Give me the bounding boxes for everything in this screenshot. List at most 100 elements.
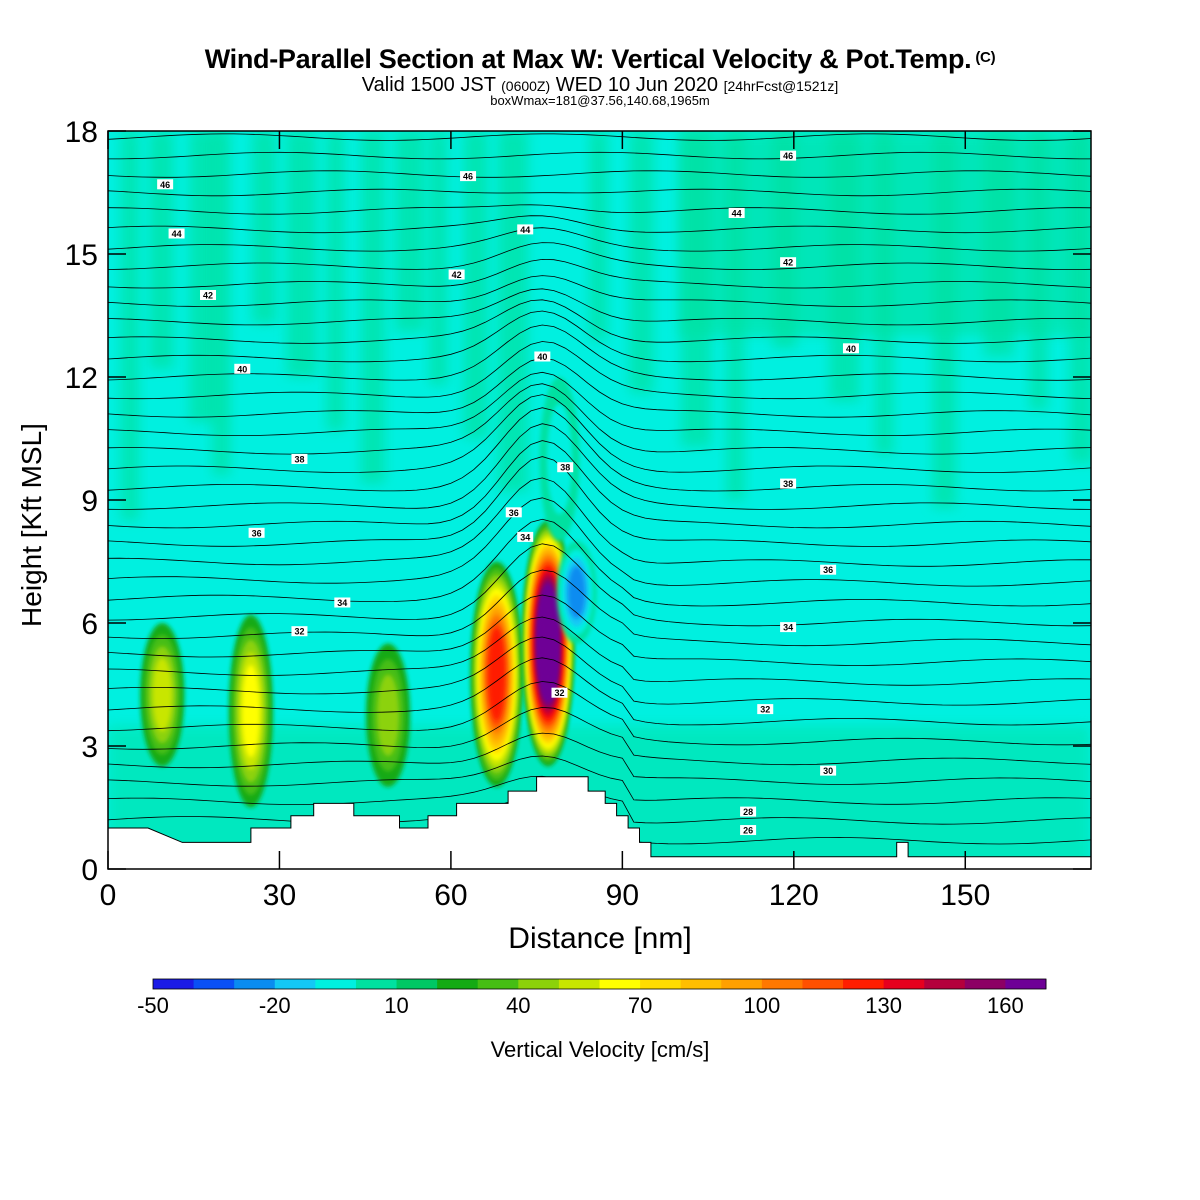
colorbar-frame xyxy=(152,978,1047,990)
svg-text:42: 42 xyxy=(203,291,213,301)
velocity-cores xyxy=(140,377,597,808)
theta-label: 30 xyxy=(820,765,837,776)
colorbar-swatch xyxy=(924,979,966,989)
colorbar-tick-label: 40 xyxy=(506,993,530,1018)
streak xyxy=(326,131,345,431)
colorbar-swatch xyxy=(964,979,1006,989)
svg-text:32: 32 xyxy=(760,705,770,715)
y-tick-label: 15 xyxy=(65,239,98,272)
isentrope xyxy=(108,616,1091,686)
svg-text:32: 32 xyxy=(554,688,564,698)
svg-text:46: 46 xyxy=(160,180,170,190)
colorbar-tick-label: 100 xyxy=(744,993,781,1018)
svg-text:44: 44 xyxy=(520,225,530,235)
svg-text:34: 34 xyxy=(337,598,347,608)
isentrope xyxy=(108,518,1091,607)
streak xyxy=(429,131,448,386)
colorbar-tick-label: 70 xyxy=(628,993,652,1018)
velocity-core xyxy=(228,614,273,808)
isentrope xyxy=(108,133,1091,141)
isentrope xyxy=(108,188,1091,197)
isentrope xyxy=(108,706,1091,766)
isentrope xyxy=(108,407,1091,492)
colorbar-swatch xyxy=(599,979,641,989)
streak xyxy=(149,131,174,369)
core-level xyxy=(152,657,172,732)
svg-text:40: 40 xyxy=(237,364,247,374)
svg-text:44: 44 xyxy=(172,229,182,239)
y-tick-label: 6 xyxy=(81,608,98,641)
theta-label: 26 xyxy=(740,825,757,836)
colorbar-swatch xyxy=(640,979,682,989)
colorbar-tick-label: 10 xyxy=(384,993,408,1018)
svg-text:44: 44 xyxy=(732,209,742,219)
svg-text:36: 36 xyxy=(823,565,833,575)
colorbar-swatch xyxy=(802,979,844,989)
isentrope xyxy=(108,383,1091,455)
y-tick-label: 3 xyxy=(81,731,98,764)
isentrope xyxy=(108,341,1091,400)
isentrope xyxy=(108,204,1091,215)
colorbar-swatch xyxy=(193,979,235,989)
colorbar-swatch xyxy=(355,979,398,989)
isentrope xyxy=(108,324,1091,381)
velocity-core xyxy=(539,377,580,541)
x-tick-label: 60 xyxy=(434,879,467,912)
colorbar-swatch xyxy=(274,979,316,989)
svg-text:42: 42 xyxy=(452,270,462,280)
x-tick-label: 120 xyxy=(769,879,819,912)
theta-label: 42 xyxy=(780,257,797,268)
isentrope xyxy=(108,371,1091,437)
core-level xyxy=(546,403,572,515)
isentrope xyxy=(108,227,1091,252)
isentrope xyxy=(108,569,1091,647)
theta-label: 46 xyxy=(780,150,797,161)
svg-text:40: 40 xyxy=(846,344,856,354)
isentrope xyxy=(108,242,1091,271)
svg-text:34: 34 xyxy=(783,623,793,633)
svg-text:46: 46 xyxy=(463,172,473,182)
chart-subtitle: Valid 1500 JST (0600Z) WED 10 Jun 2020 [… xyxy=(361,74,839,96)
y-axis-label: Height [Kft MSL] xyxy=(16,423,47,627)
streak xyxy=(212,131,231,476)
svg-text:30: 30 xyxy=(823,766,833,776)
chart-title: Wind-Parallel Section at Max W: Vertical… xyxy=(204,44,996,74)
isentrope xyxy=(108,732,1091,785)
colorbar-swatch xyxy=(518,979,560,989)
svg-text:38: 38 xyxy=(294,455,304,465)
velocity-core xyxy=(140,623,185,767)
theta-label: 44 xyxy=(517,224,534,235)
colorbar-swatch xyxy=(315,979,357,989)
streak xyxy=(498,131,529,492)
svg-text:46: 46 xyxy=(783,151,793,161)
isentrope xyxy=(108,681,1091,746)
colorbar-swatch xyxy=(761,979,803,989)
colorbar-title: Vertical Velocity [cm/s] xyxy=(490,1037,710,1062)
velocity-core xyxy=(556,541,597,644)
isentrope xyxy=(108,215,1091,234)
isentrope xyxy=(108,456,1091,547)
velocity-core xyxy=(470,561,523,787)
theta-label: 40 xyxy=(842,343,859,354)
isentrope xyxy=(108,423,1091,510)
svg-text:42: 42 xyxy=(783,258,793,268)
core-level xyxy=(567,565,586,619)
isentrope xyxy=(108,755,1091,805)
isentrope xyxy=(108,477,1091,567)
isentrope xyxy=(108,440,1091,529)
isentrope xyxy=(108,170,1091,178)
colorbar-swatch xyxy=(843,979,885,989)
theta-label: 34 xyxy=(780,622,797,633)
isentrope xyxy=(108,275,1091,307)
colorbar-tick-label: -50 xyxy=(137,993,169,1018)
isentrope xyxy=(108,497,1091,587)
y-tick-label: 9 xyxy=(81,485,98,518)
x-tick-label: 90 xyxy=(606,879,639,912)
theta-labels: 46 46 46 44 44 44 42 42 42 40 40 40 38 38 38 36 36 36 34 34… xyxy=(157,150,859,836)
theta-label: 32 xyxy=(757,704,774,715)
y-tick-label: 18 xyxy=(65,116,98,149)
theta-label: 32 xyxy=(291,626,308,637)
theta-label: 46 xyxy=(157,179,174,190)
